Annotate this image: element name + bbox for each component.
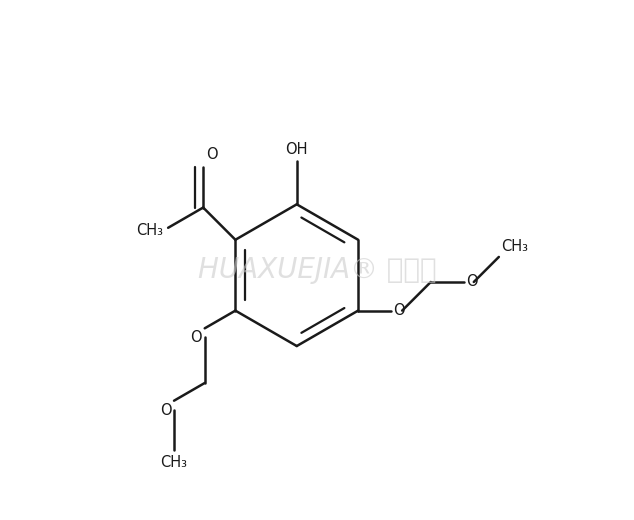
Text: CH₃: CH₃ — [501, 239, 528, 254]
Text: CH₃: CH₃ — [160, 456, 188, 471]
Text: O: O — [466, 275, 478, 290]
Text: HUAXUEJIA® 化学加: HUAXUEJIA® 化学加 — [198, 256, 436, 284]
Text: CH₃: CH₃ — [136, 223, 163, 238]
Text: O: O — [160, 402, 172, 418]
Text: O: O — [205, 147, 217, 162]
Text: O: O — [191, 330, 202, 345]
Text: OH: OH — [285, 142, 308, 157]
Text: O: O — [394, 303, 405, 318]
